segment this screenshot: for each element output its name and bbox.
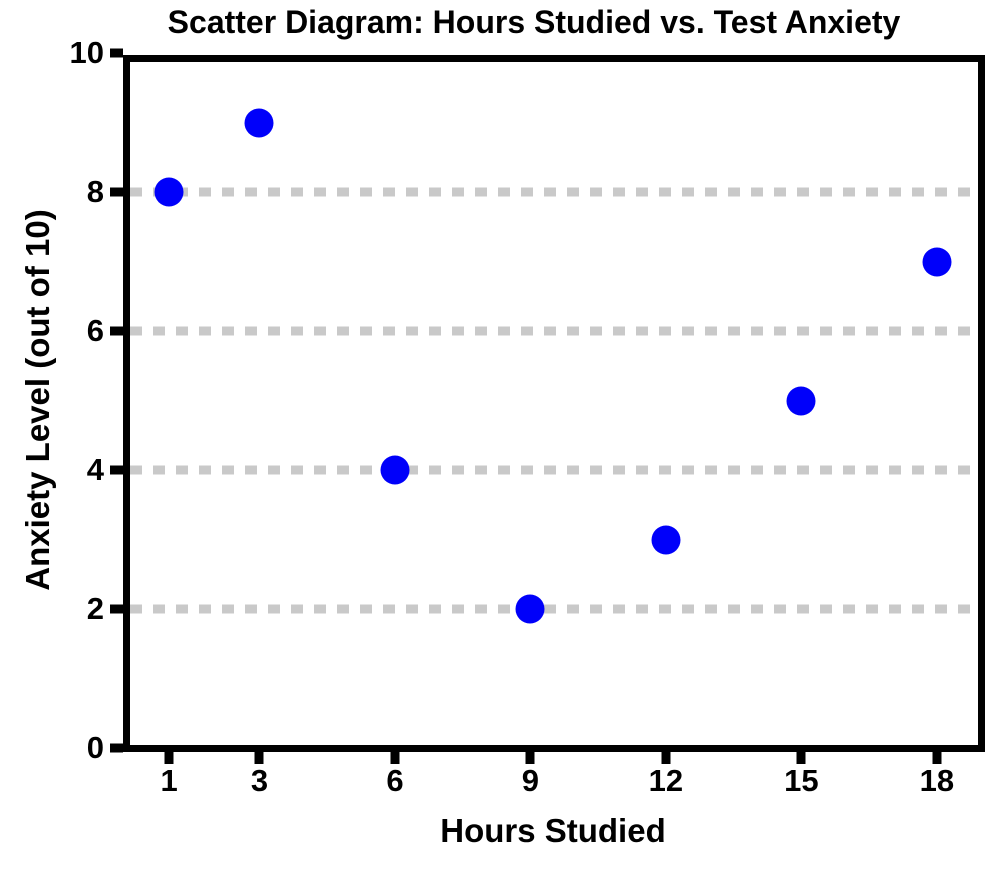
x-tick-label: 9 [521, 763, 540, 798]
x-axis-ticks [124, 751, 982, 765]
data-point [651, 525, 681, 554]
x-tick-label: 6 [386, 763, 404, 798]
plot-area [123, 55, 985, 752]
x-tick-mark [932, 751, 942, 764]
y-tick-mark [110, 465, 123, 475]
x-tick-mark [254, 751, 264, 764]
y-axis-tick-labels: 0 2 4 6 8 10 [30, 35, 104, 765]
x-axis-title: Hours Studied [440, 812, 666, 849]
x-axis-tick-labels: 1 3 6 9 12 15 18 [124, 760, 982, 802]
x-tick-label: 18 [919, 763, 955, 798]
x-tick-label: 1 [160, 763, 178, 798]
x-tick-label: 15 [784, 763, 819, 798]
x-tick-mark [661, 751, 671, 764]
data-point [515, 594, 545, 624]
x-tick-mark [390, 751, 400, 764]
y-tick-label: 0 [86, 730, 104, 765]
y-tick-mark [110, 326, 123, 336]
y-tick-label: 8 [86, 174, 104, 209]
data-point [922, 247, 952, 276]
data-point-layer [124, 53, 982, 748]
y-tick-label: 4 [86, 452, 104, 487]
y-tick-label: 6 [86, 313, 104, 348]
x-tick-mark [164, 751, 174, 764]
y-tick-label: 10 [69, 35, 104, 70]
y-tick-label: 2 [86, 591, 104, 626]
y-tick-mark [110, 187, 123, 197]
chart-title: Scatter Diagram: Hours Studied vs. Test … [167, 4, 901, 40]
y-tick-mark [110, 48, 123, 58]
y-axis-ticks [110, 48, 123, 753]
y-tick-mark [110, 743, 123, 753]
data-point [244, 108, 274, 137]
data-point [380, 455, 410, 485]
data-point [786, 386, 816, 415]
data-point [154, 177, 184, 207]
x-tick-label: 12 [648, 763, 684, 798]
x-tick-mark [796, 751, 806, 764]
x-tick-mark [525, 751, 535, 764]
x-tick-label: 3 [250, 763, 269, 798]
y-tick-mark [110, 604, 123, 614]
